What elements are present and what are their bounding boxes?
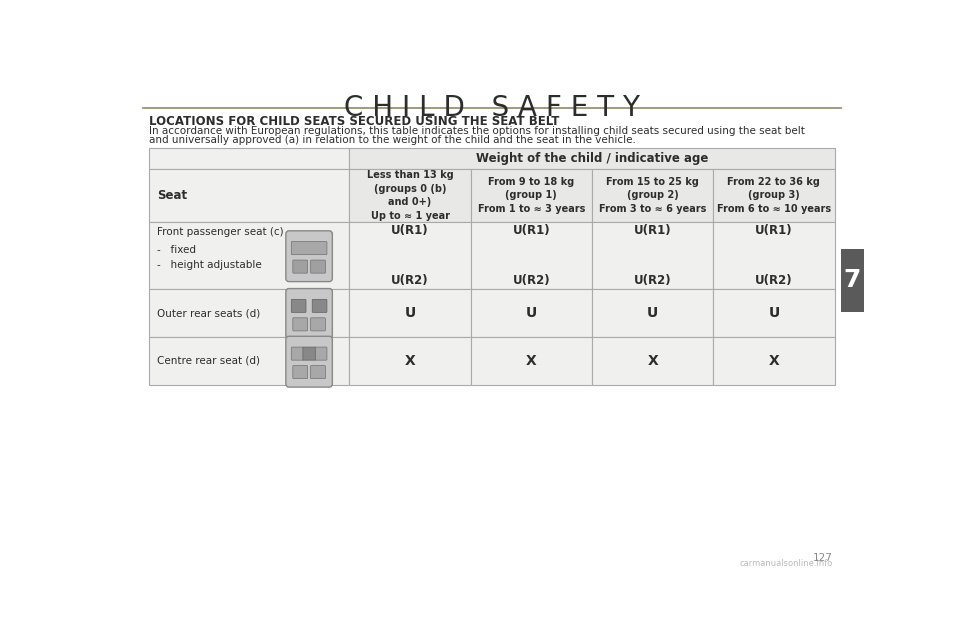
FancyBboxPatch shape <box>470 221 592 289</box>
FancyBboxPatch shape <box>291 300 306 312</box>
FancyBboxPatch shape <box>286 336 332 387</box>
FancyBboxPatch shape <box>592 337 713 385</box>
FancyBboxPatch shape <box>311 365 325 379</box>
Text: carmanualsonline.info: carmanualsonline.info <box>739 559 833 568</box>
Text: X: X <box>405 354 416 368</box>
Text: U: U <box>647 306 659 320</box>
FancyBboxPatch shape <box>286 231 332 282</box>
FancyBboxPatch shape <box>293 318 307 331</box>
FancyBboxPatch shape <box>349 337 470 385</box>
FancyBboxPatch shape <box>349 169 470 221</box>
Text: -   fixed: - fixed <box>157 244 196 255</box>
Text: U: U <box>526 306 537 320</box>
Text: Seat: Seat <box>157 189 187 202</box>
FancyBboxPatch shape <box>349 289 470 337</box>
FancyBboxPatch shape <box>470 169 592 221</box>
FancyBboxPatch shape <box>150 148 349 169</box>
Text: In accordance with European regulations, this table indicates the options for in: In accordance with European regulations,… <box>150 126 805 136</box>
Text: Centre rear seat (d): Centre rear seat (d) <box>157 356 260 366</box>
FancyBboxPatch shape <box>293 365 307 379</box>
FancyBboxPatch shape <box>592 289 713 337</box>
FancyBboxPatch shape <box>841 248 864 312</box>
FancyBboxPatch shape <box>311 318 325 331</box>
Text: LOCATIONS FOR CHILD SEATS SECURED USING THE SEAT BELT: LOCATIONS FOR CHILD SEATS SECURED USING … <box>150 115 560 128</box>
FancyBboxPatch shape <box>312 300 327 312</box>
Text: 127: 127 <box>813 554 833 563</box>
FancyBboxPatch shape <box>592 169 713 221</box>
Text: X: X <box>769 354 780 368</box>
Text: U(R1)

U(R2): U(R1) U(R2) <box>634 224 671 287</box>
FancyBboxPatch shape <box>150 289 349 337</box>
Text: From 15 to 25 kg
(group 2)
From 3 to ≈ 6 years: From 15 to 25 kg (group 2) From 3 to ≈ 6… <box>599 177 707 214</box>
FancyBboxPatch shape <box>315 347 327 360</box>
FancyBboxPatch shape <box>291 241 327 255</box>
Text: U(R1)

U(R2): U(R1) U(R2) <box>756 224 793 287</box>
Text: Outer rear seats (d): Outer rear seats (d) <box>157 308 260 318</box>
Text: U(R1)

U(R2): U(R1) U(R2) <box>392 224 429 287</box>
Text: Less than 13 kg
(groups 0 (b)
and 0+)
Up to ≈ 1 year: Less than 13 kg (groups 0 (b) and 0+) Up… <box>367 170 453 221</box>
FancyBboxPatch shape <box>592 221 713 289</box>
Text: C H I L D   S A F E T Y: C H I L D S A F E T Y <box>344 93 640 122</box>
Text: and universally approved (a) in relation to the weight of the child and the seat: and universally approved (a) in relation… <box>150 135 636 145</box>
Text: U: U <box>404 306 416 320</box>
Text: 7: 7 <box>844 268 861 292</box>
FancyBboxPatch shape <box>349 148 834 169</box>
Text: X: X <box>647 354 658 368</box>
Text: X: X <box>526 354 537 368</box>
FancyBboxPatch shape <box>311 260 325 273</box>
Text: Front passenger seat (c): Front passenger seat (c) <box>157 227 284 237</box>
FancyBboxPatch shape <box>713 221 834 289</box>
Text: -   height adjustable: - height adjustable <box>157 260 262 270</box>
FancyBboxPatch shape <box>470 337 592 385</box>
FancyBboxPatch shape <box>286 289 332 339</box>
FancyBboxPatch shape <box>713 169 834 221</box>
Text: Weight of the child / indicative age: Weight of the child / indicative age <box>476 152 708 165</box>
FancyBboxPatch shape <box>713 289 834 337</box>
FancyBboxPatch shape <box>150 169 349 221</box>
Text: U(R1)

U(R2): U(R1) U(R2) <box>513 224 550 287</box>
Text: From 22 to 36 kg
(group 3)
From 6 to ≈ 10 years: From 22 to 36 kg (group 3) From 6 to ≈ 1… <box>717 177 831 214</box>
FancyBboxPatch shape <box>150 337 349 385</box>
FancyBboxPatch shape <box>470 289 592 337</box>
FancyBboxPatch shape <box>303 347 315 360</box>
Text: U: U <box>768 306 780 320</box>
Text: From 9 to 18 kg
(group 1)
From 1 to ≈ 3 years: From 9 to 18 kg (group 1) From 1 to ≈ 3 … <box>478 177 585 214</box>
FancyBboxPatch shape <box>293 260 307 273</box>
FancyBboxPatch shape <box>349 221 470 289</box>
FancyBboxPatch shape <box>291 347 303 360</box>
FancyBboxPatch shape <box>713 337 834 385</box>
FancyBboxPatch shape <box>150 221 349 289</box>
